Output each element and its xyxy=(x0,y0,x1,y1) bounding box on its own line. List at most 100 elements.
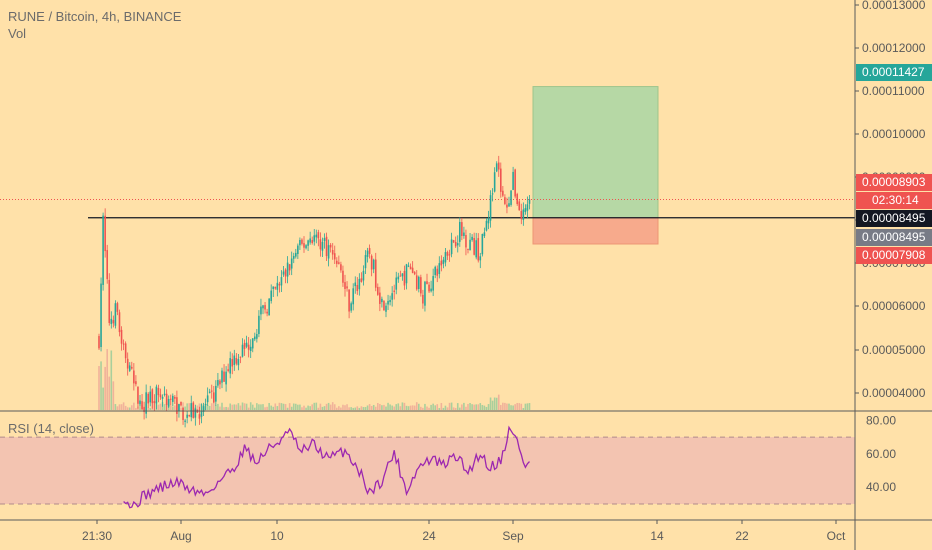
candle-body xyxy=(459,221,461,242)
volume-bar xyxy=(434,405,436,410)
candle-body xyxy=(153,401,156,403)
time-tick-label: Sep xyxy=(502,529,524,543)
candle-body xyxy=(514,169,516,197)
candle-body xyxy=(399,275,402,277)
candle-body xyxy=(126,358,129,369)
long-position-tool[interactable] xyxy=(532,86,659,245)
volume-bar xyxy=(422,407,424,410)
volume-bar xyxy=(219,406,221,410)
volume-bar xyxy=(483,405,486,410)
volume-bar xyxy=(114,404,117,410)
loss-zone[interactable] xyxy=(532,217,659,245)
volume-bar xyxy=(231,404,234,410)
candle-body xyxy=(516,194,518,205)
candle-body xyxy=(493,172,496,192)
candle-body xyxy=(448,254,451,256)
volume-bar xyxy=(172,406,174,410)
volume-bar xyxy=(229,403,231,410)
volume-bar xyxy=(133,402,135,410)
volume-bar xyxy=(475,404,477,410)
volume-bar xyxy=(428,407,430,410)
volume-bar xyxy=(395,404,398,410)
candle-body xyxy=(172,395,174,402)
candle-body xyxy=(461,222,463,237)
volume-bar xyxy=(497,394,500,410)
candle-body xyxy=(403,270,406,286)
volume-bar xyxy=(260,404,262,410)
volume-bar xyxy=(124,405,127,410)
candle-body xyxy=(266,311,268,314)
volume-bar xyxy=(254,407,256,410)
candle-body xyxy=(114,303,117,326)
candle-body xyxy=(245,342,248,347)
candle-body xyxy=(387,300,389,305)
profit-zone[interactable] xyxy=(532,86,659,219)
volume-bar xyxy=(354,407,357,410)
price-tick-label: 0.00004000 xyxy=(862,386,926,400)
volume-bar xyxy=(465,406,467,410)
candle-body xyxy=(374,259,377,288)
volume-bar xyxy=(467,403,469,410)
volume-bar xyxy=(459,407,461,410)
time-tick-label: 21:30 xyxy=(82,529,112,543)
volume-bar xyxy=(520,403,523,410)
candle-body xyxy=(436,268,439,276)
time-axis[interactable]: 21:30 Aug 10 24 Sep 14 22 Oct xyxy=(82,520,846,543)
candle-body xyxy=(141,401,143,410)
volume-bar xyxy=(405,405,408,410)
candle-body xyxy=(133,370,135,384)
candle-body xyxy=(178,403,180,412)
volume-bar xyxy=(418,403,420,410)
candle-body xyxy=(256,334,258,339)
volume-bar xyxy=(385,406,387,410)
candle-body xyxy=(217,380,219,386)
candle-body xyxy=(340,264,342,271)
candle-body xyxy=(219,380,221,385)
candle-body xyxy=(215,385,217,402)
candle-body xyxy=(247,344,250,350)
volume-bar xyxy=(159,403,162,410)
price-tick-label: 0.00011000 xyxy=(862,84,925,98)
candle-body xyxy=(231,359,234,367)
volume-bar xyxy=(522,407,525,410)
volume-bar xyxy=(479,403,482,410)
volume-bar xyxy=(329,404,332,410)
candle-body xyxy=(190,403,193,418)
time-tick-label: 10 xyxy=(270,529,284,543)
volume-bar xyxy=(169,405,172,410)
candle-body xyxy=(260,306,262,315)
volume-bar xyxy=(508,403,510,410)
volume-bar xyxy=(303,405,305,410)
candle-body xyxy=(319,239,322,250)
candle-body xyxy=(167,399,170,407)
volume-bar xyxy=(397,403,400,410)
rsi-band xyxy=(0,437,855,504)
candle-body xyxy=(356,285,359,292)
candle-body xyxy=(366,250,369,257)
volume-bar xyxy=(266,406,268,410)
candle-body xyxy=(206,395,209,403)
candle-body xyxy=(254,336,256,340)
price-tag-label: 0.00011427 xyxy=(862,65,925,79)
candle-body xyxy=(149,391,152,403)
candle-body xyxy=(102,215,104,285)
candle-body xyxy=(372,259,375,270)
candle-body xyxy=(225,371,227,385)
volume-bar xyxy=(268,402,270,410)
candle-body xyxy=(481,234,484,255)
volume-bar xyxy=(518,403,521,410)
volume-bar xyxy=(112,381,115,410)
volume-bar xyxy=(413,405,416,410)
volume-bar xyxy=(381,405,383,410)
candle-body xyxy=(98,336,100,349)
candle-body xyxy=(342,270,344,283)
volume-bar xyxy=(131,405,133,410)
volume-bar xyxy=(278,402,281,410)
candle-body xyxy=(465,235,467,248)
candle-body xyxy=(487,218,490,224)
volume-bar xyxy=(516,402,518,410)
candle-body xyxy=(370,255,373,270)
volume-bar xyxy=(235,404,238,410)
price-tick-label: 0.00012000 xyxy=(862,41,926,55)
